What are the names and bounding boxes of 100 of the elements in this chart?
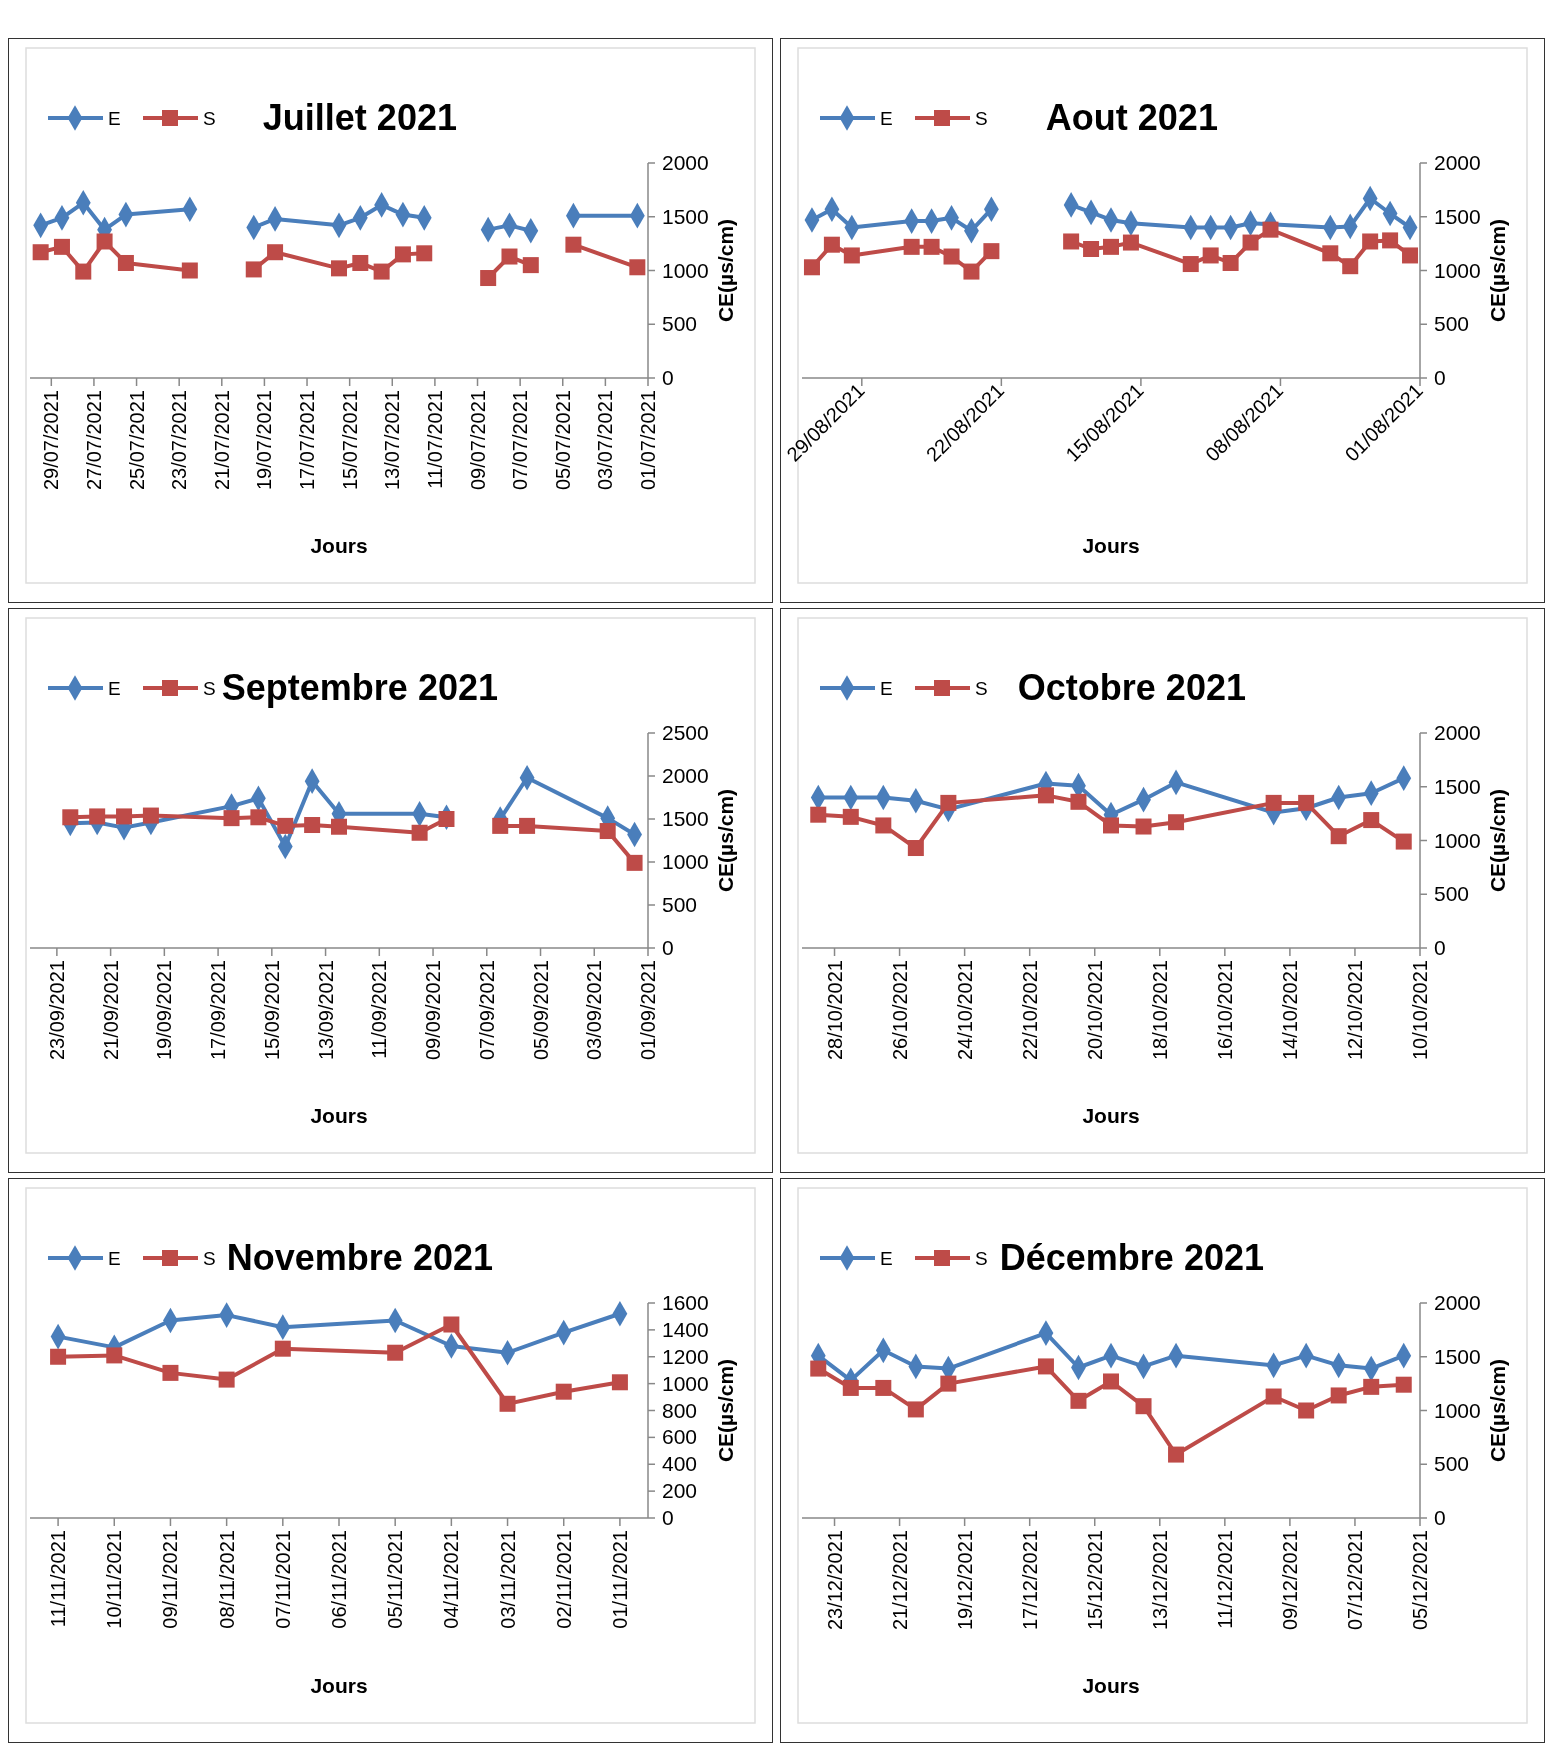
point — [492, 817, 509, 834]
y-tick-label: 500 — [1434, 882, 1470, 906]
point — [1298, 1402, 1315, 1419]
point — [843, 247, 860, 264]
x-tick-label: 09/12/2021 — [1278, 1530, 1301, 1631]
x-tick-label: 07/12/2021 — [1343, 1530, 1366, 1631]
x-tick-label: 23/12/2021 — [823, 1530, 846, 1631]
point — [1103, 817, 1119, 834]
point — [387, 1344, 404, 1361]
x-tick-label: 11/12/2021 — [1213, 1530, 1236, 1629]
chart-title: Aout 2021 — [1045, 97, 1218, 138]
point — [218, 1371, 235, 1388]
point — [53, 238, 70, 255]
point — [1363, 1378, 1380, 1395]
x-tick-label: 05/07/2021 — [551, 390, 574, 491]
x-tick-label: 03/09/2021 — [583, 960, 606, 1061]
y-tick-label: 800 — [662, 1398, 698, 1422]
point — [522, 257, 539, 274]
point — [1135, 1398, 1152, 1415]
point — [117, 254, 134, 271]
x-tick-label: 13/07/2021 — [381, 390, 404, 491]
y-tick-label: 0 — [1434, 936, 1446, 959]
x-tick-label: 29/07/2021 — [40, 390, 63, 491]
point — [565, 236, 582, 253]
y-tick-label: 2000 — [1434, 721, 1481, 744]
point — [1168, 1446, 1185, 1463]
x-tick-label: 11/07/2021 — [423, 390, 446, 489]
y-tick-label: 1000 — [1434, 258, 1481, 282]
point — [480, 270, 497, 287]
x-tick-label: 11/11/2021 — [47, 1530, 70, 1628]
y-tick-label: 0 — [1434, 1506, 1446, 1529]
point — [1070, 1392, 1087, 1409]
legend-label: E — [108, 1248, 121, 1269]
x-tick-label: 22/10/2021 — [1018, 960, 1041, 1061]
point — [810, 1360, 827, 1377]
y-tick-label: 1600 — [662, 1291, 709, 1314]
point — [1262, 221, 1279, 238]
y-tick-label: 1500 — [1434, 1344, 1481, 1368]
point — [519, 817, 536, 834]
x-tick-label: 10/11/2021 — [103, 1530, 126, 1629]
point — [842, 1379, 859, 1396]
point — [940, 794, 957, 811]
point — [1395, 833, 1412, 850]
y-tick-label: 500 — [1434, 312, 1470, 336]
y-tick-label: 1000 — [1434, 1398, 1481, 1422]
x-axis-title: Jours — [1082, 534, 1140, 557]
x-tick-label: 17/07/2021 — [296, 390, 319, 491]
point — [32, 244, 49, 261]
x-tick-label: 07/09/2021 — [475, 960, 498, 1061]
point — [1362, 233, 1379, 250]
y-tick-label: 0 — [662, 366, 674, 389]
point — [810, 806, 827, 823]
point — [1037, 787, 1054, 804]
point — [352, 254, 369, 271]
point — [438, 811, 455, 827]
x-axis-title: Jours — [310, 1104, 368, 1127]
point — [75, 263, 92, 280]
x-tick-label: 25/07/2021 — [125, 390, 148, 491]
point — [331, 818, 347, 835]
point — [1063, 233, 1080, 250]
point — [823, 236, 840, 253]
x-tick-label: 09/07/2021 — [466, 390, 489, 491]
legend-label: S — [975, 678, 988, 699]
point — [1103, 1373, 1119, 1390]
point — [1103, 238, 1119, 255]
x-tick-label: 07/11/2021 — [271, 1530, 294, 1629]
x-tick-label: 06/11/2021 — [328, 1530, 350, 1629]
x-axis-title: Jours — [1082, 1104, 1140, 1127]
point — [331, 260, 347, 277]
x-axis-title: Jours — [310, 1674, 368, 1697]
x-tick-label: 21/07/2021 — [210, 390, 233, 491]
point — [1322, 245, 1339, 262]
point — [923, 238, 940, 255]
x-tick-label: 15/09/2021 — [260, 960, 283, 1061]
y-tick-label: 400 — [662, 1452, 698, 1476]
point — [1168, 814, 1185, 831]
x-tick-label: 05/12/2021 — [1409, 1530, 1431, 1631]
point — [62, 809, 79, 826]
legend-label: E — [880, 108, 893, 129]
x-axis-title: Jours — [1082, 1674, 1140, 1697]
x-tick-label: 20/10/2021 — [1083, 960, 1106, 1061]
x-tick-label: 12/10/2021 — [1343, 960, 1366, 1061]
y-tick-label: 2000 — [1434, 151, 1481, 174]
x-tick-label: 17/09/2021 — [207, 960, 230, 1061]
point — [907, 1401, 924, 1418]
chart-title: Octobre 2021 — [1017, 667, 1246, 708]
x-tick-label: 27/07/2021 — [82, 390, 105, 491]
x-tick-label: 18/10/2021 — [1148, 960, 1171, 1061]
x-tick-label: 19/12/2021 — [953, 1530, 976, 1631]
point — [907, 840, 924, 857]
x-tick-label: 15/07/2021 — [338, 390, 361, 491]
legend-label: E — [108, 678, 121, 699]
legend-label: S — [203, 678, 216, 699]
point — [181, 262, 198, 279]
point — [1135, 818, 1152, 835]
legend-label: S — [203, 1248, 216, 1269]
x-tick-label: 07/07/2021 — [509, 390, 532, 491]
point — [1363, 812, 1380, 829]
x-tick-label: 21/09/2021 — [99, 960, 122, 1061]
point — [245, 261, 262, 278]
